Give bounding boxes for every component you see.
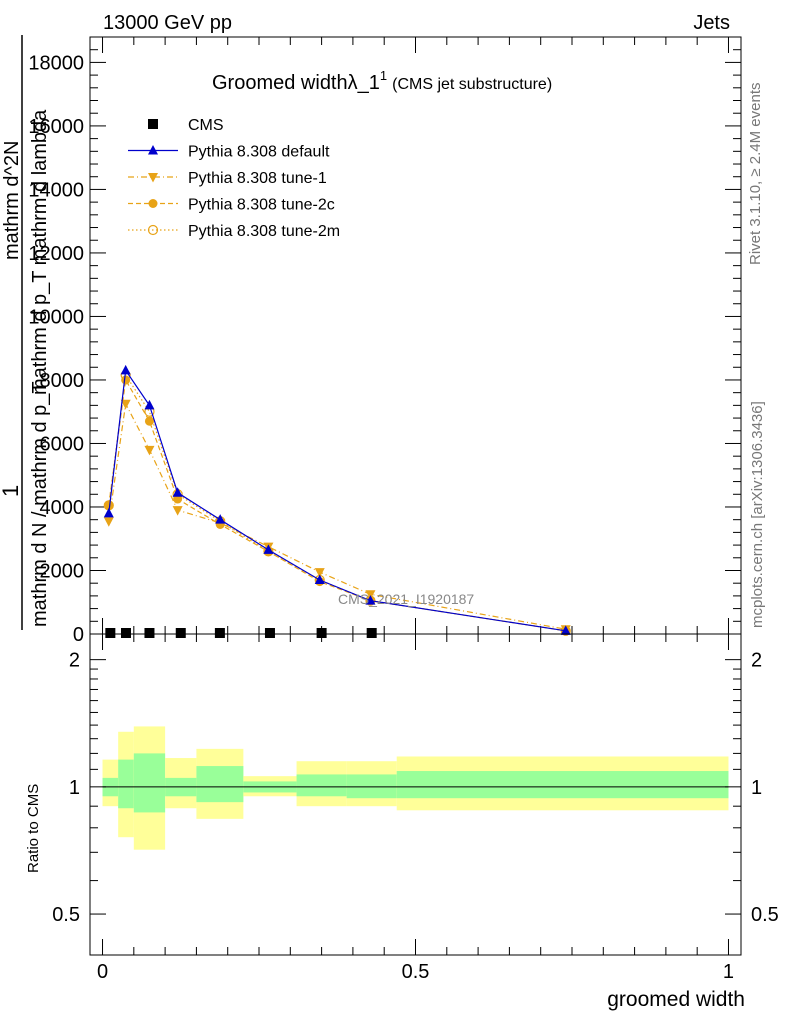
legend: CMS Pythia 8.308 default Pythia 8.308 tune… [128,117,340,240]
main-y-label: 1 mathrm d N / mathrm d p_T mathrm d^2N … [0,35,51,630]
mcplots-label: mcplots.cern.ch [arXiv:1306.3436] [749,401,766,628]
ratio-y-label: Ratio to CMS [25,784,42,873]
rivet-label: Rivet 3.1.10, ≥ 2.4M events [747,83,764,266]
analysis-watermark: CMS_2021_I1920187 [338,591,474,607]
data-point [365,590,376,600]
data-point [120,628,131,638]
legend-item: Pythia 8.308 tune-2c [128,197,335,214]
chart-title-suffix: (CMS jet substructure) [392,76,552,93]
main-ytick-label: 2000 [40,560,85,582]
main-ytick-label: 10000 [28,306,84,328]
x-axis-label: groomed width [607,988,745,1011]
data-point [215,514,226,524]
ratio-inner-band [196,766,244,803]
data-point [175,628,186,638]
data-point [365,595,376,605]
category-label: Jets [693,12,730,34]
y-label-denominator: mathrm d N / mathrm d p_T [29,381,51,627]
chart-title-main: Groomed width [212,72,348,94]
ratio-ytick-label-right: 2 [751,650,762,672]
chart-title-sup: 1 [380,68,387,83]
main-ytick-label: 6000 [40,433,85,455]
ratio-ytick-label: 0.5 [52,904,80,926]
data-point [172,506,183,516]
xtick-label: 0.5 [402,961,430,983]
legend-marker [148,145,158,155]
data-point [120,364,131,375]
legend-marker [148,173,158,183]
legend-label: Pythia 8.308 tune-2c [188,197,335,214]
y-label-numerator: mathrm d^2N [1,141,23,260]
main-ytick-label: 16000 [28,116,84,138]
data-point [366,628,377,638]
data-point [121,375,131,385]
legend-marker [148,119,158,129]
ratio-inner-band [396,771,729,799]
chart-title-lambda: λ_1 [348,72,380,94]
legend-item: Pythia 8.308 tune-1 [128,170,327,187]
main-ytick-label: 8000 [40,370,85,392]
series-line [108,401,566,630]
ratio-inner-band [118,759,134,809]
data-point [173,494,183,504]
main-ytick-label: 14000 [28,179,84,201]
data-point [120,399,131,410]
xtick-label: 1 [723,961,734,983]
legend-marker [147,224,159,236]
ratio-bands [102,726,729,850]
data-point [144,399,155,410]
xtick-label: 0 [97,961,108,983]
data-point [316,628,327,638]
ratio-ytick-label-right: 1 [751,777,762,799]
ratio-inner-band [346,774,397,799]
legend-label: CMS [188,117,224,134]
ratio-inner-band [296,774,347,797]
legend-marker [148,199,158,208]
data-point [103,507,114,518]
data-point [144,628,155,638]
legend-label: Pythia 8.308 default [188,144,330,161]
ratio-ytick-label: 2 [69,650,80,672]
data-point [314,568,325,578]
chart-title: Groomed widthλ_11 (CMS jet substructure) [212,68,552,94]
legend-item: Pythia 8.308 tune-2m [128,223,340,240]
main-ytick-label: 18000 [28,52,84,74]
data-point [214,628,225,638]
energy-label: 13000 GeV pp [103,12,232,34]
data-point [314,574,325,585]
data-point [264,628,275,638]
ratio-panel: 0.5 0.51 12 2 0 0.5 1 Ratio to CMS groomed wi… [25,633,779,1011]
series-0 [105,628,377,638]
data-point [263,544,274,554]
ratio-ytick-label-right: 0.5 [751,904,779,926]
data-point [103,517,114,527]
ratio-inner-band [133,753,166,813]
y-label-one: 1 [0,485,23,497]
series-1 [103,364,571,635]
main-y-axis: 0 2000 4000 6000 8000 10000 12000 14000 16000 180… [28,36,741,646]
data-point [144,445,155,456]
main-ytick-label: 0 [73,624,84,646]
legend-item: CMS [148,117,224,134]
legend-item: Pythia 8.308 default [128,144,330,161]
y-label-numerator-denominator: mathrm d p_T mathrm d lambda [29,109,51,395]
main-series [103,364,571,638]
main-ytick-label: 4000 [40,497,85,519]
data-point [144,416,154,426]
ratio-y-axis: 0.5 0.5 1 1 2 2 [52,650,779,926]
ratio-ytick-label: 1 [69,777,80,799]
data-point [172,487,183,497]
main-panel: 0 2000 4000 6000 8000 10000 12000 14000 16000 180… [0,35,742,646]
legend-label: Pythia 8.308 tune-2m [188,223,340,240]
main-ytick-label: 12000 [28,243,84,265]
legend-label: Pythia 8.308 tune-1 [188,170,327,187]
x-axis: 0 0.5 1 [97,634,734,983]
data-point [105,628,116,638]
data-point [560,625,571,635]
